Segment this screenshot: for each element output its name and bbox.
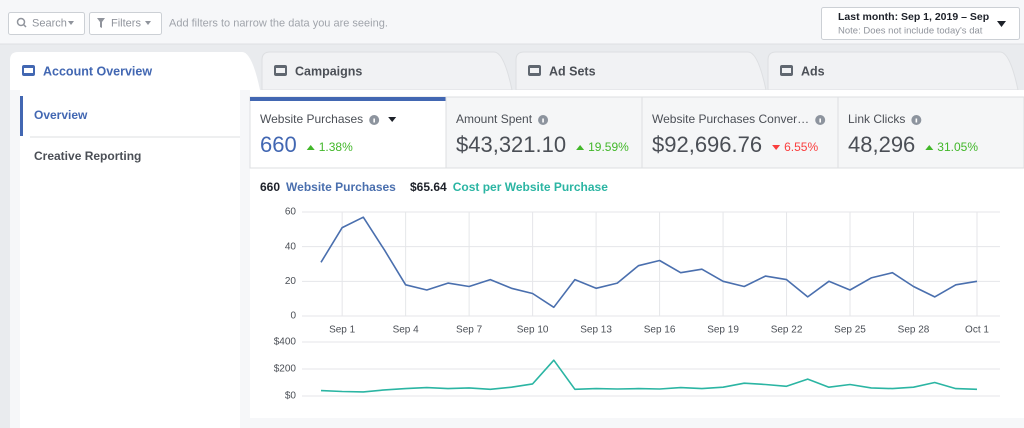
y-tick-label: 0 (290, 311, 296, 322)
sidebar-item[interactable]: Overview (34, 108, 88, 122)
metric-card[interactable] (249, 96, 447, 169)
data-line (320, 359, 978, 393)
tab[interactable] (10, 52, 260, 90)
search-icon (16, 17, 26, 27)
x-tick-label: Sep 4 (393, 325, 420, 336)
data-line (320, 216, 978, 309)
change-arrow (576, 145, 585, 150)
metric-change: 19.59% (588, 140, 629, 154)
metric-label: Website Purchases Conver… (652, 112, 809, 126)
tab[interactable] (767, 51, 1019, 91)
change-arrow (306, 145, 315, 150)
active-indicator (20, 96, 23, 136)
x-tick-label: Sep 16 (644, 325, 676, 336)
panel-gutter (240, 90, 250, 428)
dropdown-arrow (388, 117, 397, 122)
dropdown-arrow (997, 21, 1006, 27)
y-tick-label: 60 (285, 207, 297, 218)
metric-card[interactable] (837, 96, 1024, 169)
date-range: Last month: Sep 1, 2019 – Sep 3 (838, 11, 998, 23)
y-tick-label: $0 (285, 391, 297, 402)
filters-button[interactable] (89, 12, 162, 35)
search-button[interactable] (8, 12, 85, 35)
info-icon (373, 118, 375, 123)
y-tick-label: $400 (274, 337, 297, 348)
info-icon (915, 118, 918, 123)
metric-label: Amount Spent (456, 112, 533, 126)
x-tick-label: Sep 22 (771, 325, 803, 336)
metric-change: 31.05% (937, 140, 978, 154)
metric-value: 48,296 (848, 132, 915, 157)
legend-value: 660 (260, 180, 280, 194)
active-metric-bar (250, 97, 446, 101)
tab[interactable] (515, 51, 767, 91)
x-tick-label: Oct 1 (965, 325, 989, 336)
legend-label: Cost per Website Purchase (453, 180, 608, 194)
x-tick-label: Sep 25 (834, 325, 866, 336)
change-arrow (925, 145, 934, 150)
x-tick-label: Sep 10 (517, 325, 549, 336)
tab-icon (530, 68, 539, 73)
sidebar-item[interactable]: Creative Reporting (34, 149, 141, 163)
dropdown-arrow (145, 21, 151, 25)
filter-icon (97, 18, 105, 28)
legend-value: $65.64 (410, 180, 447, 194)
filters-label: Filters (111, 17, 141, 29)
metric-change: 6.55% (784, 140, 818, 154)
panel-footer (250, 418, 1024, 428)
tab-label: Campaigns (295, 64, 362, 78)
x-tick-label: Sep 1 (329, 325, 356, 336)
metric-value: $92,696.76 (652, 132, 762, 157)
date-picker[interactable] (821, 7, 1020, 40)
date-note: Note: Does not include today's dat (838, 26, 983, 37)
tab-label: Ads (801, 64, 825, 78)
info-icon (542, 118, 544, 123)
metric-label: Link Clicks (848, 112, 905, 126)
panel-margin (10, 90, 20, 428)
x-tick-label: Sep 19 (707, 325, 739, 336)
metric-value: $43,321.10 (456, 132, 566, 157)
metric-change: 1.38% (319, 140, 353, 154)
tab-label: Ad Sets (549, 64, 596, 78)
info-icon (819, 118, 821, 123)
metric-label: Website Purchases (260, 112, 363, 126)
filter-placeholder: Add filters to narrow the data you are s… (169, 17, 388, 29)
tab[interactable] (261, 51, 513, 91)
dropdown-arrow (68, 21, 74, 25)
tab-label: Account Overview (43, 64, 152, 78)
x-tick-label: Sep 13 (580, 325, 612, 336)
metric-value: 660 (260, 132, 297, 157)
y-tick-label: 20 (285, 276, 297, 287)
metric-card[interactable] (445, 96, 643, 169)
y-tick-label: $200 (274, 364, 297, 375)
search-icon (22, 23, 27, 28)
tab-icon (276, 68, 285, 73)
x-tick-label: Sep 28 (898, 325, 930, 336)
metric-card[interactable] (641, 96, 839, 169)
y-tick-label: 40 (285, 241, 297, 252)
search-label: Search (32, 17, 67, 29)
tab-icon (782, 68, 791, 73)
x-tick-label: Sep 7 (456, 325, 483, 336)
change-arrow (772, 145, 781, 150)
tab-icon (24, 68, 33, 73)
legend-label: Website Purchases (286, 180, 396, 194)
